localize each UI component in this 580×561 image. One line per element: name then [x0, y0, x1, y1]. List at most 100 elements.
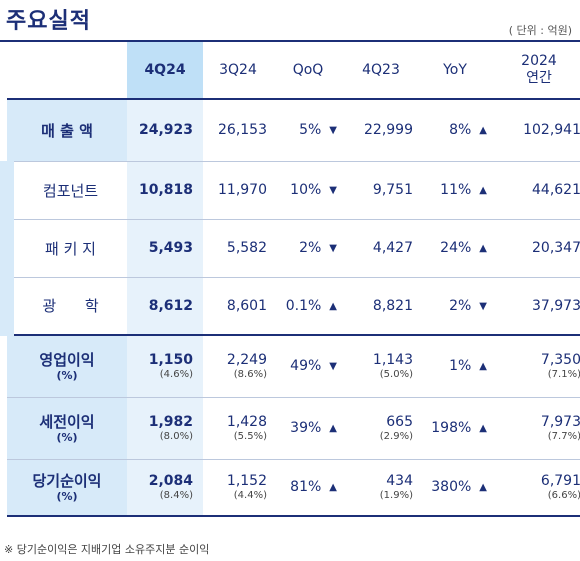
yoy-value: 380%	[431, 479, 472, 496]
table-row: 세전이익 (%) 1,982 (8.0%) 1,428 (5.5%) 39% ▲ 66…	[7, 397, 580, 460]
cell-qoq: 10% ▼	[273, 161, 343, 220]
cell-yoy: 8% ▲	[419, 99, 491, 162]
value: 1,143	[372, 352, 413, 369]
value: 6,791	[540, 473, 580, 490]
page-title: 주요실적	[6, 9, 91, 34]
cell-4q23: 22,999	[343, 99, 419, 162]
cell-qoq: 39% ▲	[273, 397, 343, 460]
down-arrow-icon: ▼	[329, 243, 337, 254]
qoq-value: 10%	[290, 182, 322, 198]
header-4q24: 4Q24	[127, 42, 203, 100]
up-arrow-icon: ▲	[479, 423, 487, 434]
cell-qoq: 0.1% ▲	[273, 277, 343, 336]
ratio: (8.6%)	[233, 369, 267, 381]
cell-yoy: 380% ▲	[419, 459, 491, 517]
cell-4q23: 434 (1.9%)	[343, 459, 419, 517]
results-table: 4Q24 3Q24 QoQ 4Q23 YoY 2024 연간 매 출 액 24,…	[0, 42, 580, 517]
up-arrow-icon: ▲	[479, 125, 487, 137]
cell-3q24: 5,582	[203, 219, 273, 278]
cell-4q23: 8,821	[343, 277, 419, 336]
table-row: 컴포넌트 10,818 11,970 10% ▼ 9,751 11% ▲ 44,62…	[0, 161, 580, 220]
cell-3q24: 8,601	[203, 277, 273, 336]
cell-yoy: 24% ▲	[419, 219, 491, 278]
row-label-percent: (%)	[56, 490, 78, 504]
table-row: 영업이익 (%) 1,150 (4.6%) 2,249 (8.6%) 49% ▼ 1,…	[7, 335, 580, 398]
yoy-value: 198%	[431, 420, 472, 436]
ratio: (4.6%)	[159, 369, 193, 381]
cell-4q24: 8,612	[127, 277, 203, 336]
header-label	[7, 42, 127, 100]
up-arrow-icon: ▲	[479, 361, 487, 373]
qoq-value: 2%	[299, 240, 322, 256]
cell-2024: 7,973 (7.7%)	[491, 397, 580, 460]
cell-qoq: 81% ▲	[273, 459, 343, 517]
header-4q23: 4Q23	[343, 42, 419, 100]
value: 434	[386, 473, 413, 490]
value: 1,982	[148, 414, 193, 430]
cell-2024: 20,347	[491, 219, 580, 278]
cell-yoy: 1% ▲	[419, 335, 491, 398]
table-row: 광 학 8,612 8,601 0.1% ▲ 8,821 2% ▼ 37,973	[0, 277, 580, 336]
header-2024-label: 연간	[526, 70, 552, 86]
ratio: (8.0%)	[159, 431, 193, 442]
cell-qoq: 5% ▼	[273, 99, 343, 162]
yoy-value: 2%	[449, 297, 472, 314]
yoy-value: 8%	[449, 122, 472, 139]
row-label: 당기순이익 (%)	[7, 459, 127, 517]
down-arrow-icon: ▼	[479, 300, 487, 312]
qoq-value: 0.1%	[285, 297, 322, 314]
cell-4q24: 24,923	[127, 99, 203, 162]
qoq-value: 81%	[290, 479, 322, 496]
table-row: 매 출 액 24,923 26,153 5% ▼ 22,999 8% ▲ 102,9…	[7, 99, 580, 162]
ratio: (4.4%)	[233, 490, 267, 502]
yoy-value: 11%	[440, 182, 472, 198]
value: 7,350	[540, 352, 580, 369]
yoy-value: 24%	[440, 240, 472, 256]
cell-4q24: 2,084 (8.4%)	[127, 459, 203, 517]
row-label-percent: (%)	[56, 369, 78, 383]
row-label-percent: (%)	[56, 431, 78, 444]
header-yoy: YoY	[419, 42, 491, 100]
unit-label: ( 단위 : 억원)	[508, 24, 572, 37]
ratio: (1.9%)	[379, 490, 413, 502]
cell-4q23: 665 (2.9%)	[343, 397, 419, 460]
value: 1,150	[148, 352, 193, 369]
cell-3q24: 1,428 (5.5%)	[203, 397, 273, 460]
cell-4q24: 1,150 (4.6%)	[127, 335, 203, 398]
row-label: 컴포넌트	[0, 161, 127, 220]
ratio: (5.5%)	[233, 431, 267, 442]
ratio: (8.4%)	[159, 490, 193, 502]
up-arrow-icon: ▲	[479, 482, 487, 494]
qoq-value: 49%	[290, 358, 322, 375]
cell-4q24: 5,493	[127, 219, 203, 278]
qoq-value: 5%	[299, 122, 322, 139]
up-arrow-icon: ▲	[329, 482, 337, 494]
row-label-text: 당기순이익	[32, 472, 102, 491]
top-divider	[0, 40, 580, 42]
value: 2,249	[226, 352, 267, 369]
up-arrow-icon: ▲	[479, 243, 487, 254]
up-arrow-icon: ▲	[329, 423, 337, 434]
value: 7,973	[540, 414, 580, 430]
cell-4q24: 1,982 (8.0%)	[127, 397, 203, 460]
table-row: 패 키 지 5,493 5,582 2% ▼ 4,427 24% ▲ 20,347	[0, 219, 580, 278]
up-arrow-icon: ▲	[329, 300, 337, 312]
footnote: ※ 당기순이익은 지배기업 소유주지분 순이익	[4, 543, 210, 556]
cell-2024: 7,350 (7.1%)	[491, 335, 580, 398]
row-label: 영업이익 (%)	[7, 335, 127, 398]
header-2024: 2024 연간	[491, 42, 580, 100]
cell-2024: 102,941	[491, 99, 580, 162]
yoy-value: 1%	[449, 358, 472, 375]
down-arrow-icon: ▼	[329, 185, 337, 196]
cell-4q23: 1,143 (5.0%)	[343, 335, 419, 398]
qoq-value: 39%	[290, 420, 322, 436]
row-label-text: 영업이익	[39, 351, 95, 370]
value: 1,428	[226, 414, 267, 430]
header-3q24: 3Q24	[203, 42, 273, 100]
cell-3q24: 11,970	[203, 161, 273, 220]
cell-3q24: 26,153	[203, 99, 273, 162]
down-arrow-icon: ▼	[329, 125, 337, 137]
ratio: (5.0%)	[379, 369, 413, 381]
header-row: 4Q24 3Q24 QoQ 4Q23 YoY 2024 연간	[7, 42, 580, 100]
cell-2024: 6,791 (6.6%)	[491, 459, 580, 517]
